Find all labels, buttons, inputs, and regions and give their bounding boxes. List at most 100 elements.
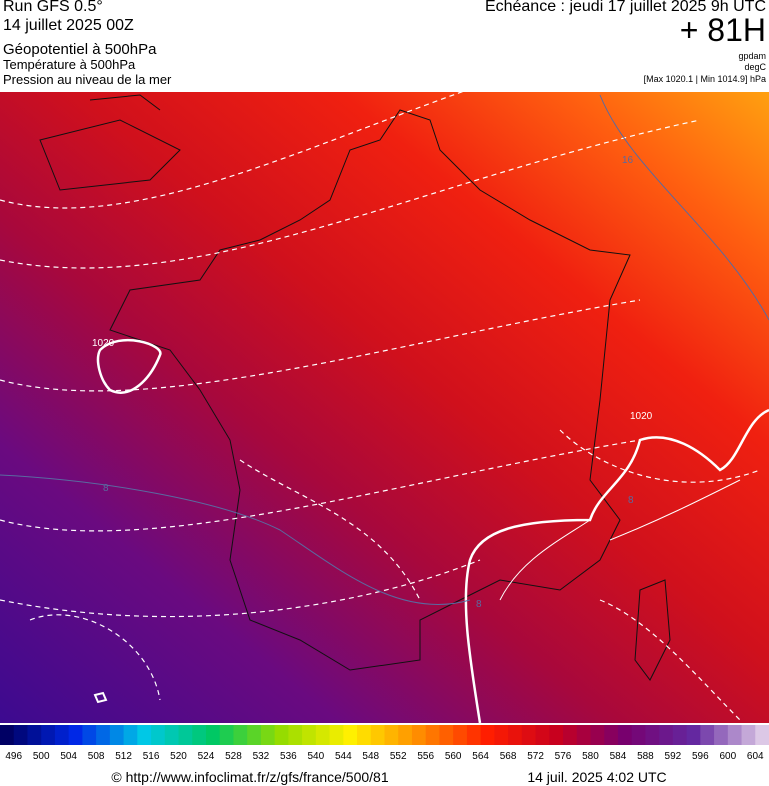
colorbar: 496 500 504 508 512 516 520 524 528 532 536 540 544 5… bbox=[0, 725, 769, 762]
colorbar-swatch bbox=[672, 725, 688, 745]
layer: Pression au niveau de la mer bbox=[3, 72, 172, 87]
colorbar-swatch bbox=[631, 725, 646, 745]
colorbar-label: 580 bbox=[582, 751, 599, 762]
colorbar-swatch bbox=[535, 725, 550, 745]
colorbar-swatch bbox=[357, 725, 372, 745]
field bbox=[0, 92, 769, 723]
parameter: Géopotentiel à 500hPa bbox=[3, 41, 157, 58]
colorbar-label: 576 bbox=[555, 751, 572, 762]
colorbar-swatch bbox=[0, 725, 15, 745]
layer: Température à 500hPa bbox=[3, 57, 136, 72]
colorbar-label: 544 bbox=[335, 751, 352, 762]
colorbar-swatch bbox=[741, 725, 756, 745]
colorbar-swatch bbox=[425, 725, 440, 745]
colorbar-swatch bbox=[714, 725, 729, 745]
colorbar-swatch bbox=[192, 725, 207, 745]
colorbar-swatch bbox=[576, 725, 591, 745]
colorbar-swatch bbox=[137, 725, 152, 745]
colorbar-swatch bbox=[260, 725, 276, 745]
run-date: 14 juillet 2025 00Z bbox=[3, 17, 134, 34]
colorbar-swatch bbox=[370, 725, 385, 745]
contour-label: 1020 bbox=[92, 338, 115, 349]
colorbar-swatch bbox=[274, 725, 289, 745]
colorbar-label: 600 bbox=[719, 751, 736, 762]
colorbar-swatch bbox=[590, 725, 605, 745]
colorbar-swatch bbox=[617, 725, 633, 745]
contour-label: 8 bbox=[103, 483, 109, 494]
colorbar-swatch bbox=[164, 725, 180, 745]
colorbar-swatch bbox=[645, 725, 660, 745]
colorbar-label: 528 bbox=[225, 751, 242, 762]
colorbar-swatch bbox=[604, 725, 619, 745]
colorbar-swatch bbox=[686, 725, 701, 745]
colorbar-label: 548 bbox=[362, 751, 379, 762]
colorbar-swatch bbox=[123, 725, 138, 745]
footer-timestamp: 14 juil. 2025 4:02 UTC bbox=[527, 769, 666, 785]
colorbar-swatch bbox=[494, 725, 509, 745]
colorbar-label: 552 bbox=[390, 751, 407, 762]
colorbar-label: 496 bbox=[5, 751, 22, 762]
geography bbox=[0, 92, 769, 723]
colorbar-label: 584 bbox=[610, 751, 627, 762]
colorbar-label: 500 bbox=[33, 751, 50, 762]
colorbar-swatch bbox=[219, 725, 234, 745]
colorbar-label: 520 bbox=[170, 751, 187, 762]
contour-labels: 1020 1020 16 8 8 8 bbox=[92, 155, 653, 610]
colorbar-swatch bbox=[700, 725, 715, 745]
colorbar-swatch bbox=[96, 725, 111, 745]
colorbar-swatch bbox=[13, 725, 28, 745]
colorbar-label: 536 bbox=[280, 751, 297, 762]
colorbar-swatch bbox=[384, 725, 399, 745]
colorbar-swatch bbox=[343, 725, 358, 745]
colorbar-swatch bbox=[411, 725, 427, 745]
colorbar-label: 556 bbox=[417, 751, 434, 762]
colorbar-label: 512 bbox=[115, 751, 132, 762]
colorbar-swatch bbox=[68, 725, 83, 745]
footer-source: © http://www.infoclimat.fr/z/gfs/france/… bbox=[111, 769, 388, 785]
colorbar-swatch bbox=[329, 725, 344, 745]
colorbar-swatch bbox=[302, 725, 317, 745]
colorbar-label: 592 bbox=[665, 751, 682, 762]
title: Run GFS 0.5° bbox=[3, 0, 103, 15]
colorbar-label: 596 bbox=[692, 751, 709, 762]
colorbar-label: 604 bbox=[747, 751, 764, 762]
colorbar-label: 508 bbox=[88, 751, 105, 762]
colorbar-swatch bbox=[563, 725, 578, 745]
colorbar-label: 532 bbox=[253, 751, 270, 762]
colorbar-swatch bbox=[54, 725, 70, 745]
colorbar-swatch bbox=[151, 725, 166, 745]
colorbar-swatch bbox=[521, 725, 537, 745]
unit: gpdam bbox=[738, 51, 766, 61]
colorbar-label: 560 bbox=[445, 751, 462, 762]
colorbar-swatch bbox=[453, 725, 468, 745]
colorbar-swatch bbox=[27, 725, 42, 745]
contour-label: 1020 bbox=[630, 411, 653, 422]
colorbar-swatch bbox=[480, 725, 495, 745]
colorbar-swatch bbox=[41, 725, 56, 745]
colorbar-swatch bbox=[398, 725, 413, 745]
contour-label: 8 bbox=[628, 495, 634, 506]
pressure-range: [Max 1020.1 | Min 1014.9] hPa bbox=[643, 74, 766, 84]
colorbar-label: 588 bbox=[637, 751, 654, 762]
contour-label: 16 bbox=[622, 155, 634, 166]
colorbar-swatch bbox=[755, 725, 769, 745]
colorbar-label: 568 bbox=[500, 751, 517, 762]
colorbar-swatch bbox=[508, 725, 523, 745]
unit: degC bbox=[744, 62, 766, 72]
colorbar-swatch bbox=[439, 725, 454, 745]
colorbar-label: 572 bbox=[527, 751, 544, 762]
lead-time: + 81H bbox=[679, 12, 766, 48]
colorbar-swatch bbox=[466, 725, 482, 745]
colorbar-label: 524 bbox=[198, 751, 215, 762]
colorbar-swatch bbox=[315, 725, 331, 745]
colorbar-swatch bbox=[288, 725, 303, 745]
colorbar-swatch bbox=[549, 725, 564, 745]
colorbar-label: 516 bbox=[143, 751, 160, 762]
colorbar-swatch bbox=[727, 725, 743, 745]
echeance: Echéance : jeudi 17 juillet 2025 9h UTC bbox=[484, 0, 766, 15]
contour-label: 8 bbox=[476, 599, 482, 610]
colorbar-swatch bbox=[109, 725, 125, 745]
colorbar-swatch bbox=[247, 725, 262, 745]
